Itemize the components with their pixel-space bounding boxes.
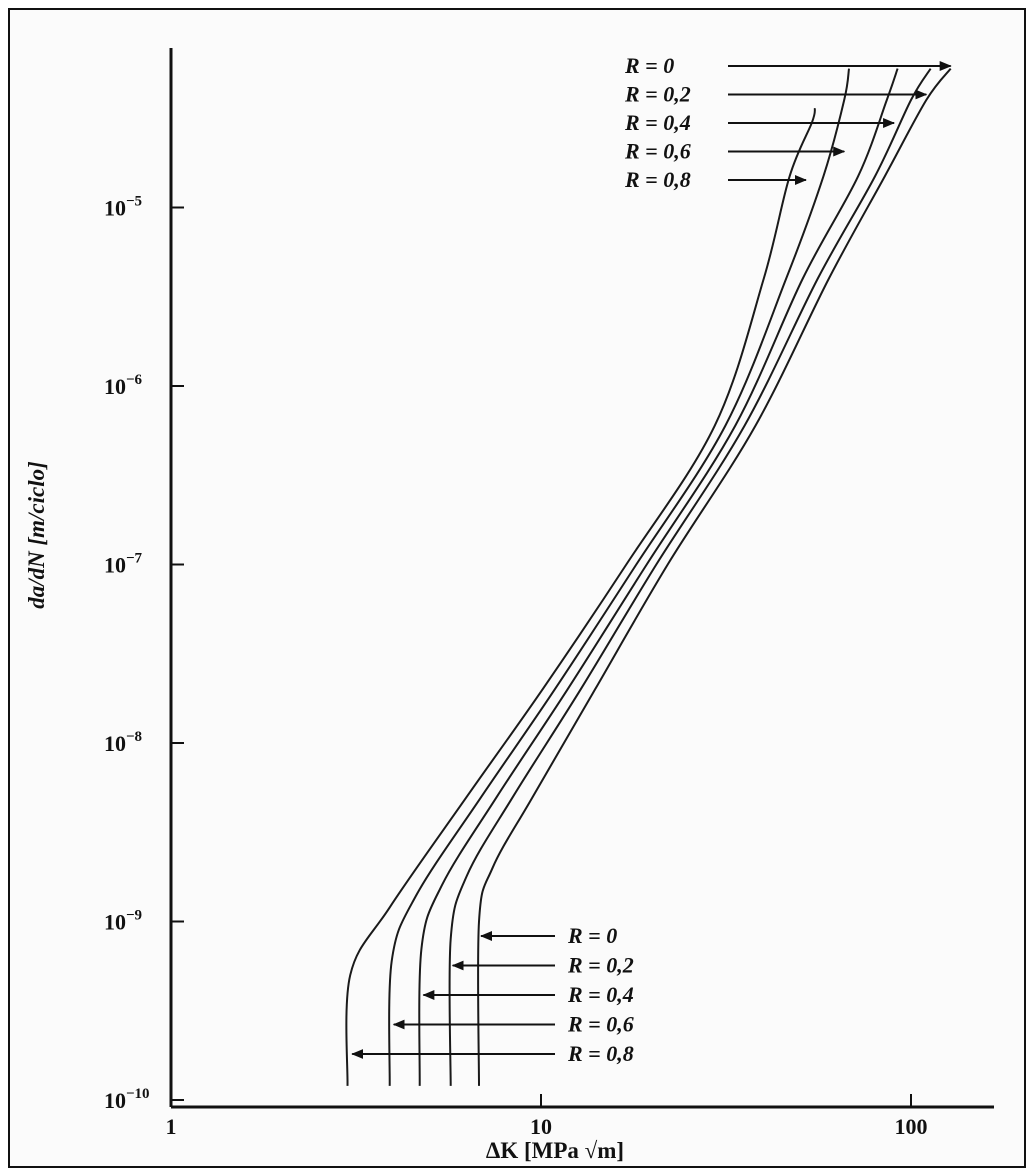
annotation-top-label: R = 0,8 [624, 167, 691, 192]
y-tick-label: 10−10 [104, 1086, 150, 1113]
y-ticks: 10−10 10−9 10−8 10−7 10−6 10−5 [104, 194, 184, 1113]
annotation-bottom-label: R = 0,2 [567, 953, 634, 978]
x-tick-label: 10 [530, 1114, 552, 1139]
x-axis-label: ΔK [MPa √m] [486, 1138, 624, 1163]
series-line-r4 [345, 107, 816, 1086]
x-tick-label: 1 [166, 1114, 177, 1139]
series-line-r3 [388, 68, 850, 1086]
series-line-r2 [418, 68, 899, 1086]
x-ticks: 1 10 100 [166, 1094, 928, 1139]
annotation-bottom-label: R = 0 [567, 923, 617, 948]
series-layer [345, 67, 952, 1086]
y-tick-label: 10−5 [104, 194, 142, 221]
annotation-top-label: R = 0,2 [624, 82, 691, 107]
annotation-top-label: R = 0 [624, 53, 674, 78]
annotation-bottom-label: R = 0,8 [567, 1041, 634, 1066]
axes [169, 48, 994, 1109]
y-tick-label: 10−6 [104, 372, 143, 399]
annotation-top-label: R = 0,6 [624, 139, 691, 164]
annotation-bottom-label: R = 0,4 [567, 982, 634, 1007]
chart-frame [8, 8, 1026, 1168]
x-tick-label: 100 [895, 1114, 928, 1139]
series-line-r0 [477, 67, 952, 1086]
series-line-r1 [448, 68, 932, 1086]
y-tick-label: 10−8 [104, 729, 142, 756]
y-tick-label: 10−9 [104, 908, 142, 935]
annotation-bottom-label: R = 0,6 [567, 1012, 634, 1037]
annotation-top-label: R = 0,4 [624, 110, 691, 135]
y-axis-label: da/dN [m/ciclo] [24, 461, 49, 609]
y-tick-label: 10−7 [104, 551, 143, 578]
annotations-layer: R = 0 R = 0,2 R = 0,4 R = 0,6 R = 0,8 R = 0 R … [351, 53, 952, 1066]
